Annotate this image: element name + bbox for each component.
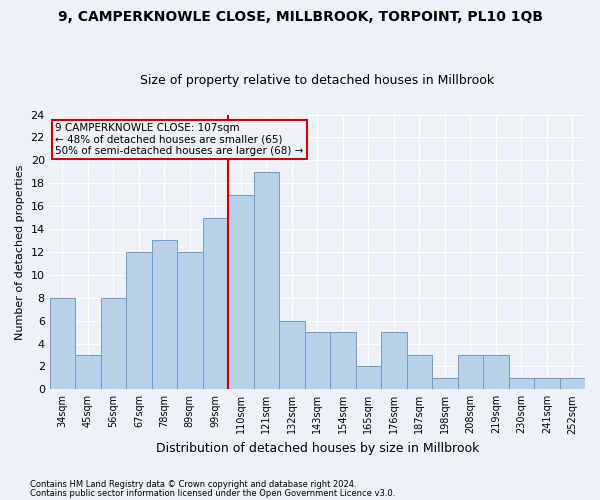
- Bar: [75, 355, 101, 390]
- Bar: [407, 355, 432, 390]
- Bar: [254, 172, 279, 390]
- Text: 9, CAMPERKNOWLE CLOSE, MILLBROOK, TORPOINT, PL10 1QB: 9, CAMPERKNOWLE CLOSE, MILLBROOK, TORPOI…: [58, 10, 542, 24]
- Title: Size of property relative to detached houses in Millbrook: Size of property relative to detached ho…: [140, 74, 494, 87]
- Bar: [305, 332, 330, 390]
- Bar: [279, 320, 305, 390]
- Y-axis label: Number of detached properties: Number of detached properties: [15, 164, 25, 340]
- Bar: [177, 252, 203, 390]
- Bar: [152, 240, 177, 390]
- Bar: [126, 252, 152, 390]
- Bar: [432, 378, 458, 390]
- Bar: [356, 366, 381, 390]
- Bar: [381, 332, 407, 390]
- X-axis label: Distribution of detached houses by size in Millbrook: Distribution of detached houses by size …: [155, 442, 479, 455]
- Bar: [483, 355, 509, 390]
- Bar: [330, 332, 356, 390]
- Bar: [228, 194, 254, 390]
- Bar: [534, 378, 560, 390]
- Text: 9 CAMPERKNOWLE CLOSE: 107sqm
← 48% of detached houses are smaller (65)
50% of se: 9 CAMPERKNOWLE CLOSE: 107sqm ← 48% of de…: [55, 123, 304, 156]
- Bar: [203, 218, 228, 390]
- Bar: [50, 298, 75, 390]
- Bar: [101, 298, 126, 390]
- Bar: [509, 378, 534, 390]
- Text: Contains public sector information licensed under the Open Government Licence v3: Contains public sector information licen…: [30, 488, 395, 498]
- Bar: [560, 378, 585, 390]
- Bar: [458, 355, 483, 390]
- Text: Contains HM Land Registry data © Crown copyright and database right 2024.: Contains HM Land Registry data © Crown c…: [30, 480, 356, 489]
